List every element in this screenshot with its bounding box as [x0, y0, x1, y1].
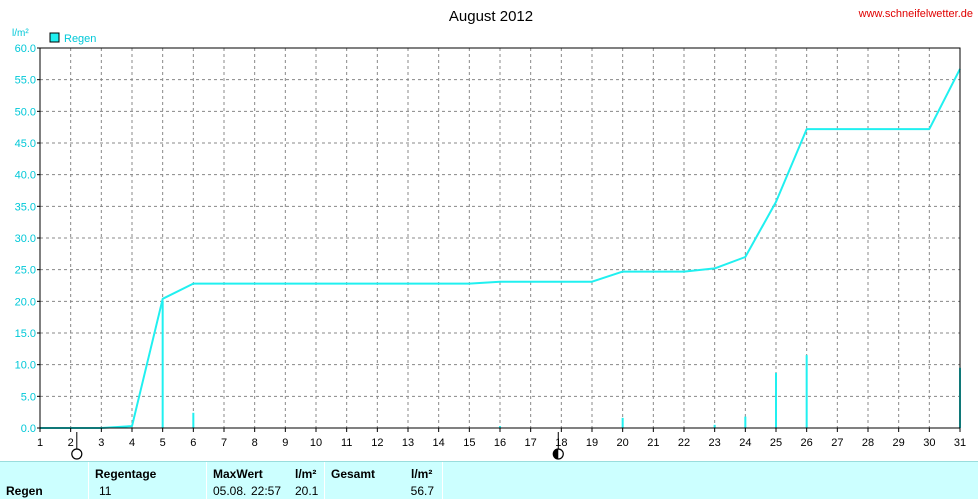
stats-empty-cell — [442, 462, 978, 499]
stats-bar: Regen Regentage 11 MaxWert l/m² 05.08. 2… — [0, 461, 978, 499]
moon-phases — [71, 432, 564, 460]
maxwert-header: MaxWert — [213, 467, 263, 481]
x-tick-label: 19 — [586, 437, 598, 449]
y-tick-label: 45.0 — [15, 138, 36, 150]
x-tick-label: 3 — [98, 437, 104, 449]
new-moon-icon-shade — [553, 449, 559, 459]
x-tick-label: 10 — [310, 437, 322, 449]
cumulative-line — [40, 68, 961, 429]
gesamt-value: 56.7 — [410, 484, 434, 498]
x-tick-label: 18 — [555, 437, 567, 449]
x-tick-label: 30 — [923, 437, 935, 449]
x-tick-label: 16 — [494, 437, 506, 449]
gesamt-cell: Gesamt l/m² 56.7 — [324, 462, 442, 499]
x-tick-label: 11 — [341, 437, 352, 449]
x-tick-label: 14 — [433, 437, 445, 449]
maxwert-date: 05.08. — [213, 484, 247, 498]
x-tick-label: 6 — [190, 437, 196, 449]
y-unit: l/m² — [12, 28, 29, 39]
y-tick-label: 50.0 — [15, 106, 36, 118]
full-moon-icon — [71, 448, 83, 460]
y-tick-label: 25.0 — [15, 265, 36, 277]
y-tick-label: 55.0 — [15, 75, 36, 87]
stats-row-label-cell: Regen — [0, 462, 88, 499]
maxwert-value: 20.1 — [295, 484, 319, 498]
y-tick-label: 35.0 — [15, 201, 36, 213]
x-axis-ticks: 1 2 3 4 5 6 7 8 9 10 11 12 13 14 15 16 17 18 19 20 21 22 23 24 2… — [37, 428, 966, 449]
x-tick-label: 15 — [463, 437, 475, 449]
y-tick-label: 10.0 — [15, 360, 36, 372]
x-tick-label: 24 — [739, 437, 751, 449]
maxwert-time: 22:57 — [251, 484, 282, 498]
regentage-value: 11 — [99, 484, 112, 498]
x-tick-label: 9 — [282, 437, 288, 449]
y-tick-label: 5.0 — [21, 391, 36, 403]
x-tick-label: 29 — [893, 437, 905, 449]
x-tick-label: 31 — [954, 437, 966, 449]
gesamt-unit: l/m² — [411, 467, 433, 481]
maxwert-unit: l/m² — [295, 467, 317, 481]
stats-row-label: Regen — [6, 484, 43, 498]
legend-swatch — [49, 32, 60, 43]
rain-chart: August 2012 www.schneifelwetter.de l/m² … — [12, 8, 973, 460]
legend: Regen — [49, 32, 96, 45]
regentage-cell: Regentage 11 — [88, 462, 206, 499]
maxwert-cell: MaxWert l/m² 05.08. 22:57 20.1 — [206, 462, 324, 499]
x-tick-label: 27 — [831, 437, 843, 449]
y-axis-ticks: 0.0 5.0 10.0 15.0 20.0 25.0 30.0 35.0 40.0 45.0 50… — [15, 43, 40, 435]
x-tick-label: 1 — [37, 437, 43, 449]
x-tick-label: 26 — [801, 437, 813, 449]
x-tick-label: 20 — [617, 437, 629, 449]
cumulative-line-path — [40, 68, 961, 429]
x-tick-label: 5 — [160, 437, 166, 449]
site-url[interactable]: www.schneifelwetter.de — [858, 8, 973, 20]
x-tick-label: 21 — [647, 437, 659, 449]
y-tick-label: 60.0 — [15, 43, 36, 55]
gesamt-header: Gesamt — [331, 467, 376, 481]
y-tick-label: 15.0 — [15, 328, 36, 340]
x-tick-label: 28 — [862, 437, 874, 449]
regentage-header: Regentage — [95, 467, 157, 481]
y-tick-label: 40.0 — [15, 170, 36, 182]
x-tick-label: 17 — [525, 437, 537, 449]
x-tick-label: 22 — [678, 437, 690, 449]
x-tick-label: 8 — [252, 437, 258, 449]
x-tick-label: 23 — [709, 437, 721, 449]
x-tick-label: 2 — [68, 437, 74, 449]
y-tick-label: 30.0 — [15, 233, 36, 245]
x-tick-label: 12 — [371, 437, 383, 449]
y-tick-label: 20.0 — [15, 296, 36, 308]
x-tick-label: 25 — [770, 437, 782, 449]
y-tick-label: 0.0 — [21, 423, 36, 435]
x-tick-label: 4 — [129, 437, 135, 449]
x-tick-label: 13 — [402, 437, 414, 449]
x-tick-label: 7 — [221, 437, 227, 449]
legend-label: Regen — [64, 33, 96, 45]
chart-title: August 2012 — [449, 8, 533, 25]
